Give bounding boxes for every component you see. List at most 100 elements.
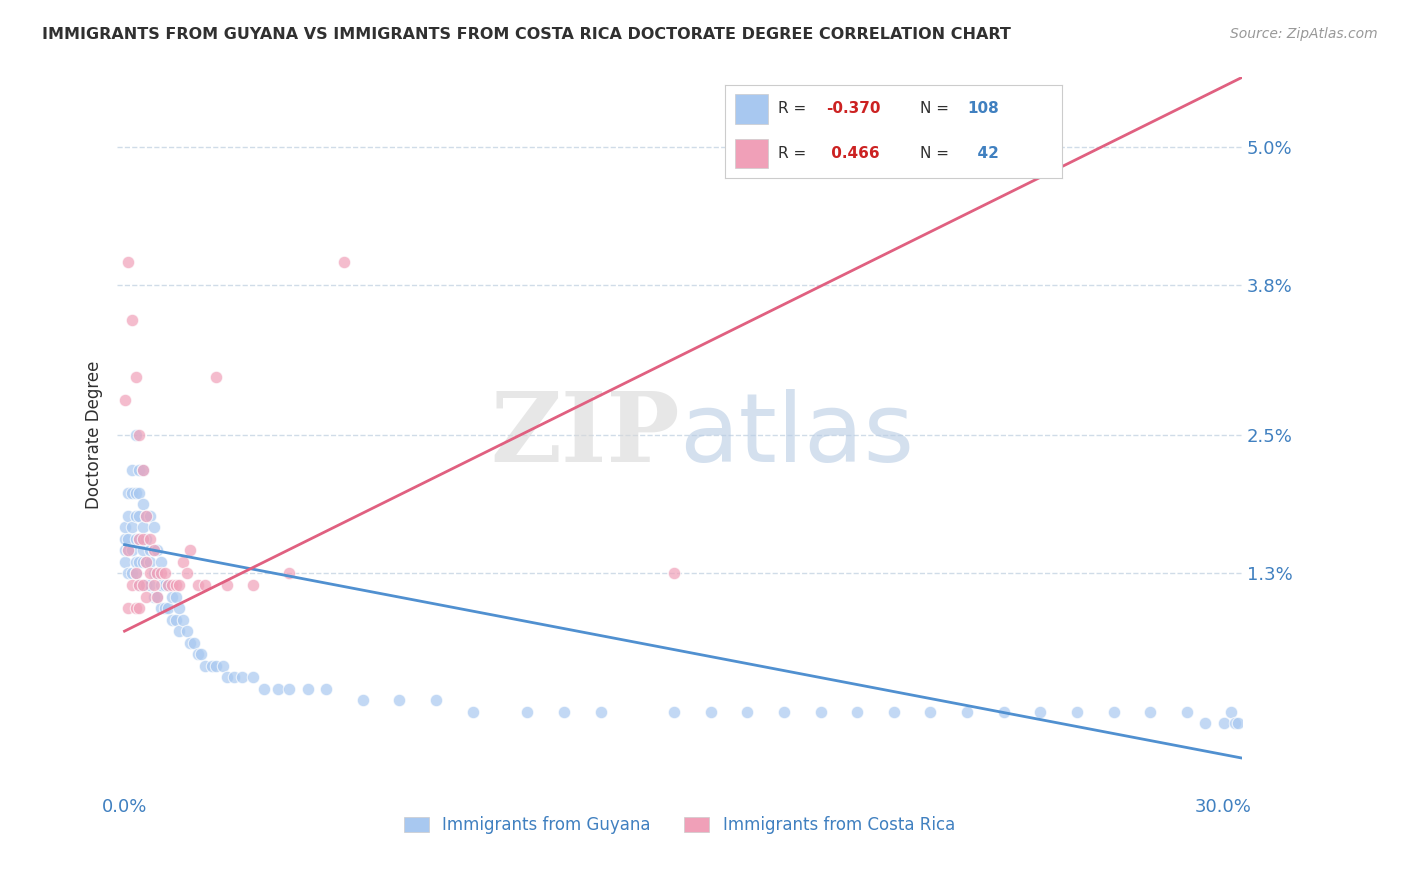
Point	[516, 705, 538, 719]
Point	[253, 681, 276, 696]
Point	[1139, 705, 1161, 719]
Point	[1175, 705, 1198, 719]
Point	[165, 578, 187, 592]
Point	[160, 590, 183, 604]
Point	[169, 601, 191, 615]
Point	[117, 543, 139, 558]
Point	[128, 578, 150, 592]
Point	[135, 555, 157, 569]
Point	[699, 705, 721, 719]
Point	[810, 705, 832, 719]
Point	[187, 578, 209, 592]
Y-axis label: Doctorate Degree: Doctorate Degree	[86, 361, 103, 509]
Point	[121, 566, 143, 581]
Point	[124, 566, 146, 581]
Point	[146, 590, 169, 604]
Point	[121, 463, 143, 477]
Point	[121, 520, 143, 534]
Point	[333, 255, 356, 269]
Point	[773, 705, 796, 719]
Point	[124, 601, 146, 615]
Point	[179, 543, 201, 558]
Point	[128, 578, 150, 592]
Point	[139, 508, 162, 523]
Point	[117, 255, 139, 269]
Point	[124, 485, 146, 500]
Text: atlas: atlas	[679, 389, 915, 482]
Point	[132, 520, 155, 534]
Text: IMMIGRANTS FROM GUYANA VS IMMIGRANTS FROM COSTA RICA DOCTORATE DEGREE CORRELATIO: IMMIGRANTS FROM GUYANA VS IMMIGRANTS FRO…	[42, 27, 1011, 42]
Point	[124, 370, 146, 384]
Point	[205, 370, 228, 384]
Text: ZIP: ZIP	[491, 388, 679, 482]
Point	[212, 658, 235, 673]
Point	[135, 508, 157, 523]
Point	[1066, 705, 1088, 719]
Point	[153, 578, 176, 592]
Point	[121, 543, 143, 558]
Point	[217, 670, 239, 684]
Point	[117, 532, 139, 546]
Point	[993, 705, 1015, 719]
Point	[352, 693, 374, 707]
Point	[139, 566, 162, 581]
Point	[142, 590, 165, 604]
Point	[190, 647, 212, 661]
Point	[157, 578, 180, 592]
Point	[124, 428, 146, 442]
Point	[142, 566, 165, 581]
Point	[139, 532, 162, 546]
Point	[128, 532, 150, 546]
Point	[146, 566, 169, 581]
Point	[128, 555, 150, 569]
Point	[201, 658, 224, 673]
Point	[121, 578, 143, 592]
Point	[187, 647, 209, 661]
Point	[183, 636, 205, 650]
Point	[124, 532, 146, 546]
Legend: Immigrants from Guyana, Immigrants from Costa Rica: Immigrants from Guyana, Immigrants from …	[404, 816, 955, 834]
Point	[132, 532, 155, 546]
Point	[176, 624, 198, 639]
Point	[160, 578, 183, 592]
Point	[172, 613, 194, 627]
Point	[114, 543, 136, 558]
Point	[297, 681, 319, 696]
Point	[217, 578, 239, 592]
Point	[553, 705, 575, 719]
Point	[150, 578, 173, 592]
Point	[169, 624, 191, 639]
Point	[461, 705, 484, 719]
Point	[224, 670, 246, 684]
Point	[142, 520, 165, 534]
Point	[278, 566, 301, 581]
Point	[146, 543, 169, 558]
Point	[135, 508, 157, 523]
Point	[124, 566, 146, 581]
Point	[956, 705, 979, 719]
Point	[142, 543, 165, 558]
Point	[139, 578, 162, 592]
Point	[117, 566, 139, 581]
Point	[124, 555, 146, 569]
Point	[735, 705, 758, 719]
Point	[150, 601, 173, 615]
Point	[194, 658, 217, 673]
Point	[114, 555, 136, 569]
Point	[172, 555, 194, 569]
Point	[157, 578, 180, 592]
Point	[1212, 716, 1234, 731]
Point	[128, 532, 150, 546]
Point	[1227, 716, 1250, 731]
Point	[132, 497, 155, 511]
Point	[662, 566, 685, 581]
Point	[139, 543, 162, 558]
Point	[132, 463, 155, 477]
Point	[157, 601, 180, 615]
Point	[920, 705, 942, 719]
Point	[142, 578, 165, 592]
Point	[1102, 705, 1125, 719]
Point	[165, 613, 187, 627]
Point	[1194, 716, 1216, 731]
Point	[121, 485, 143, 500]
